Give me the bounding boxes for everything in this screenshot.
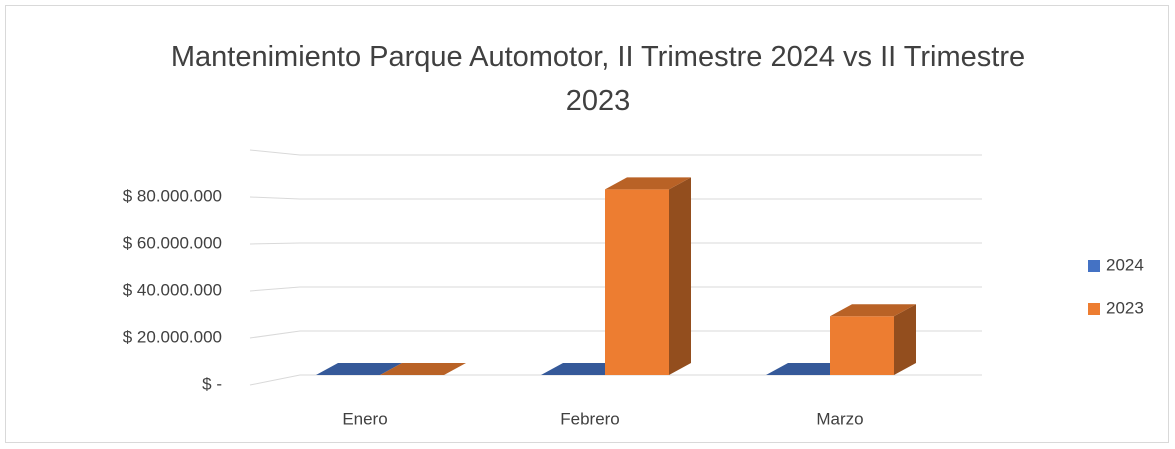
bar-top [380, 363, 466, 375]
bar [380, 363, 466, 375]
y-tick-label: $ 40.000.000 [123, 280, 222, 299]
bar-top [830, 304, 916, 317]
bar-top [316, 363, 402, 375]
grid-line [249, 242, 982, 245]
legend-label: 2024 [1106, 255, 1144, 274]
grid-line [249, 374, 982, 386]
chart-title: Mantenimiento Parque Automotor, II Trime… [171, 41, 1025, 117]
legend-swatch [1088, 303, 1100, 315]
x-tick-label: Febrero [560, 409, 620, 428]
bar [605, 177, 691, 375]
x-tick-label: Marzo [816, 409, 863, 428]
y-tick-label: $ 80.000.000 [123, 186, 222, 205]
bar [316, 363, 402, 375]
bar [830, 304, 916, 375]
bar-front [830, 316, 894, 375]
x-tick-label: Enero [342, 409, 387, 428]
bar-side [894, 304, 916, 375]
y-tick-label: $ - [202, 374, 222, 393]
bar-top [605, 177, 691, 190]
y-tick-label: $ 20.000.000 [123, 327, 222, 346]
grid-line [249, 286, 982, 292]
bar-side [669, 177, 691, 375]
grid-line [249, 196, 982, 200]
bar-front [605, 189, 669, 375]
y-tick-label: $ 60.000.000 [123, 233, 222, 252]
grid-line [249, 330, 982, 339]
legend-swatch [1088, 260, 1100, 272]
grid-line [249, 149, 982, 156]
legend-label: 2023 [1106, 298, 1144, 317]
